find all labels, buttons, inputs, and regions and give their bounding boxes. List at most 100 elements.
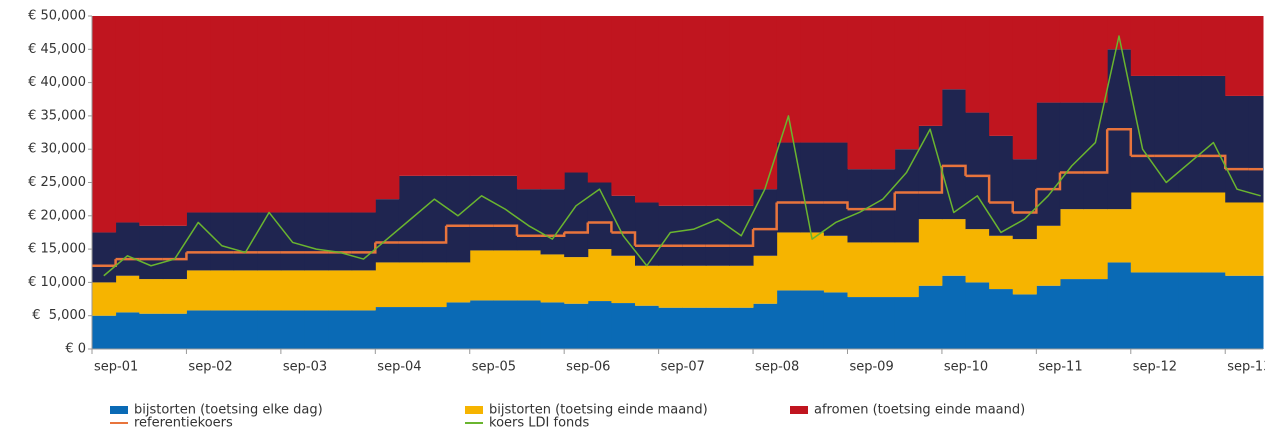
area-segment bbox=[233, 212, 258, 271]
step-line bbox=[823, 201, 849, 210]
area-segment bbox=[1154, 192, 1179, 273]
area-segment bbox=[162, 16, 187, 226]
x-tick-label: sep-07 bbox=[661, 360, 705, 375]
x-tick-label: sep-02 bbox=[188, 360, 232, 375]
area-segment bbox=[516, 16, 542, 190]
area-segment bbox=[304, 212, 329, 271]
area-segment bbox=[280, 270, 305, 311]
step-line bbox=[422, 225, 448, 244]
area-segment bbox=[1036, 102, 1061, 226]
area-segment bbox=[540, 254, 565, 303]
area-segment bbox=[894, 242, 919, 298]
area-segment bbox=[375, 307, 400, 349]
area-segment bbox=[1201, 16, 1226, 76]
step-line bbox=[941, 164, 967, 176]
area-segment bbox=[1178, 75, 1203, 193]
area-segment bbox=[280, 212, 305, 271]
area-segment bbox=[1012, 16, 1037, 160]
area-segment bbox=[328, 270, 353, 311]
area-segment bbox=[1225, 95, 1250, 203]
area-segment bbox=[871, 242, 896, 298]
area-segment bbox=[115, 16, 140, 223]
area-segment bbox=[446, 262, 471, 303]
area-segment bbox=[1083, 209, 1108, 280]
area-segment bbox=[941, 275, 967, 349]
area-segment bbox=[918, 16, 943, 126]
area-segment bbox=[564, 303, 589, 349]
area-segment bbox=[375, 199, 400, 263]
x-tick-label: sep-06 bbox=[566, 360, 610, 375]
area-segment bbox=[989, 235, 1014, 290]
area-segment bbox=[92, 232, 117, 283]
area-segment bbox=[115, 312, 140, 349]
area-segment bbox=[564, 172, 589, 258]
area-segment bbox=[1201, 272, 1226, 349]
area-segment bbox=[682, 307, 707, 349]
x-tick-label: sep-04 bbox=[377, 360, 421, 375]
area-segment bbox=[729, 265, 754, 308]
area-segment bbox=[753, 255, 778, 304]
step-line bbox=[753, 202, 778, 231]
area-segment bbox=[847, 169, 872, 243]
area-segment bbox=[1012, 294, 1037, 349]
y-tick-label: € 20,000 bbox=[28, 208, 86, 223]
area-segment bbox=[776, 142, 801, 233]
area-segment bbox=[989, 289, 1014, 349]
step-line bbox=[493, 224, 519, 236]
area-segment bbox=[257, 212, 282, 271]
area-segment bbox=[1248, 275, 1264, 349]
area-segment bbox=[1178, 272, 1203, 349]
area-segment bbox=[1178, 16, 1203, 76]
x-tick-label: sep-13 bbox=[1227, 360, 1265, 375]
area-segment bbox=[965, 282, 990, 349]
area-segment bbox=[753, 303, 778, 349]
x-tick-label: sep-11 bbox=[1038, 360, 1082, 375]
area-segment bbox=[304, 16, 329, 213]
area-segment bbox=[446, 175, 471, 263]
area-segment bbox=[540, 189, 565, 255]
area-segment bbox=[965, 112, 990, 230]
area-segment bbox=[280, 16, 305, 213]
legend-swatch bbox=[790, 406, 808, 414]
area-segment bbox=[139, 225, 164, 280]
area-segment bbox=[1225, 275, 1250, 349]
area-segment bbox=[210, 16, 235, 213]
area-segment bbox=[446, 16, 471, 176]
x-tick-label: sep-03 bbox=[283, 360, 327, 375]
step-line bbox=[918, 165, 944, 194]
y-tick-label: € 15,000 bbox=[28, 242, 86, 257]
area-segment bbox=[257, 270, 282, 311]
area-segment bbox=[92, 282, 117, 316]
area-segment bbox=[823, 142, 848, 236]
area-segment bbox=[469, 16, 494, 176]
area-segment bbox=[351, 16, 376, 213]
area-segment bbox=[1083, 16, 1108, 103]
area-segment bbox=[823, 292, 848, 349]
area-segment bbox=[375, 262, 400, 308]
area-segment bbox=[753, 16, 778, 190]
area-segment bbox=[540, 302, 565, 349]
area-segment bbox=[398, 262, 424, 308]
area-segment bbox=[186, 212, 211, 271]
area-segment bbox=[139, 279, 164, 314]
y-tick-label: € 25,000 bbox=[28, 175, 86, 190]
y-tick-label: € 40,000 bbox=[28, 75, 86, 90]
area-segment bbox=[422, 262, 447, 308]
area-segment bbox=[115, 275, 140, 313]
area-segment bbox=[965, 16, 990, 113]
step-line bbox=[351, 242, 377, 254]
area-segment bbox=[682, 16, 707, 206]
area-segment bbox=[1036, 285, 1061, 349]
area-segment bbox=[611, 16, 636, 196]
legend-label: bijstorten (toetsing elke dag) bbox=[134, 403, 323, 418]
step-line bbox=[540, 232, 566, 238]
x-tick-label: sep-10 bbox=[944, 360, 988, 375]
area-segment bbox=[398, 307, 424, 349]
area-segment bbox=[1248, 202, 1264, 276]
area-segment bbox=[776, 290, 801, 349]
area-segment bbox=[800, 290, 825, 349]
area-segment bbox=[1107, 262, 1132, 349]
area-segment bbox=[776, 232, 801, 291]
area-segment bbox=[210, 212, 235, 271]
area-segment bbox=[871, 297, 896, 349]
